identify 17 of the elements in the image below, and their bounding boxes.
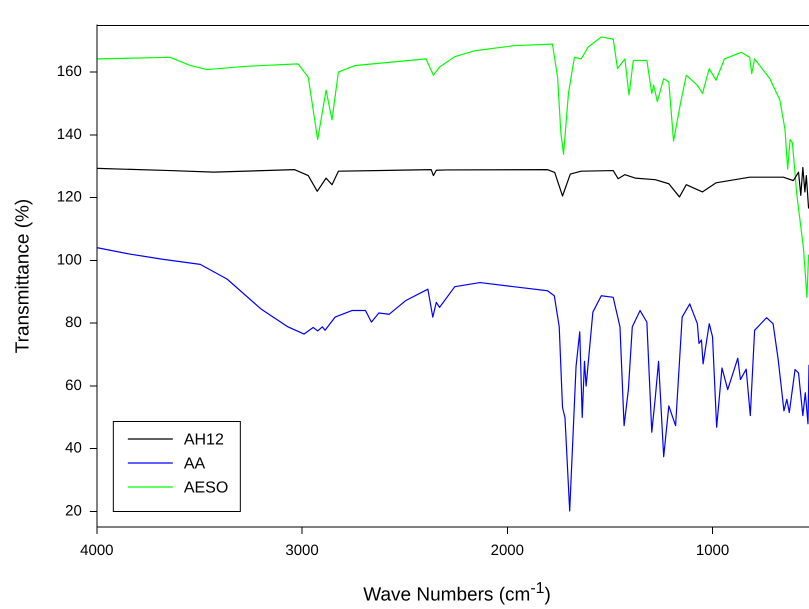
- y-tick-label: 160: [56, 63, 82, 80]
- x-axis-title: Wave Numbers (cm$^{-1}$): [362, 580, 552, 606]
- legend-label: AESO: [184, 479, 228, 496]
- x-tick-label: 4000: [80, 542, 114, 560]
- y-axis-title: Transmittance (%): [12, 198, 34, 354]
- y-tick-label: 20: [65, 502, 82, 520]
- y-tick-label: 120: [56, 188, 82, 206]
- x-tick-label: 1000: [696, 542, 730, 560]
- x-tick-label: 3000: [285, 542, 319, 560]
- legend-label: AA: [184, 455, 206, 472]
- x-tick-label: 2000: [490, 542, 524, 560]
- y-tick-label: 60: [65, 376, 82, 394]
- y-tick-label: 80: [65, 314, 82, 332]
- legend-label: AH12: [184, 431, 224, 448]
- y-tick-label: 100: [56, 251, 82, 268]
- y-tick-label: 40: [65, 440, 82, 457]
- y-tick-label: 140: [56, 126, 82, 143]
